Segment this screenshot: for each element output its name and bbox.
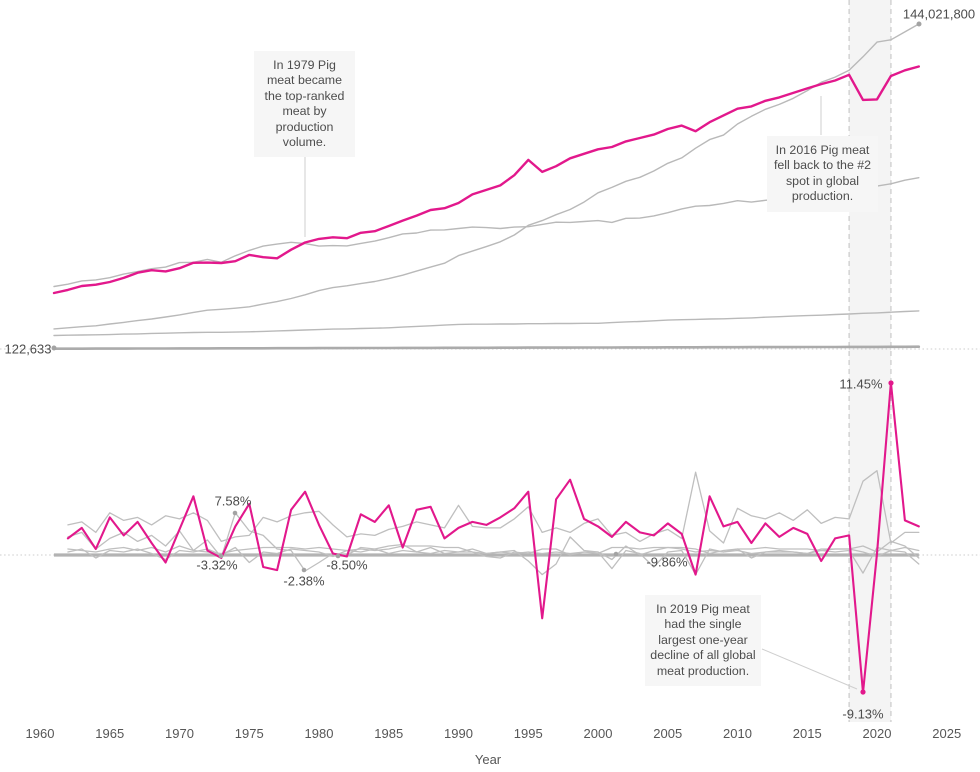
x-tick-label-1990: 1990 [444,726,473,741]
callout-label: -9.13% [842,706,884,722]
x-tick-label-1980: 1980 [304,726,334,741]
x-axis-title: Year [474,752,502,767]
bottom-series-gray_line_4_pct [67,536,920,576]
callout-dot [860,689,866,695]
top-series-gray_line_1 [53,23,920,330]
annotation-2019: In 2019 Pig meat had the single largest … [645,595,761,686]
x-tick-label-1975: 1975 [234,726,264,741]
x-tick-label-2000: 2000 [583,726,613,741]
callout-label: 11.45% [839,376,883,392]
callout-dot [218,553,224,559]
callout-label: -3.32% [196,557,238,573]
bottom-series-gray_line_1_pct [67,470,920,544]
top-series-gray_line_3 [53,310,920,337]
annotation-1979-text: In 1979 Pig meat became the top-ranked m… [264,58,345,149]
endpoint-dot [51,345,57,351]
x-tick-label-2010: 2010 [723,726,752,741]
x-tick-label-1970: 1970 [165,726,194,741]
annotation-2016: In 2016 Pig meat fell back to the #2 spo… [767,136,878,212]
top-series-gray_line_4_flat [52,345,921,351]
callout-label: -2.38% [283,573,325,589]
callout-dot [613,551,619,557]
x-tick-label-1960: 1960 [25,726,55,741]
endpoint-label: 122,633 [4,341,52,357]
x-tick-label-2020: 2020 [862,726,892,741]
callout-dot [301,567,307,573]
callout-dot [335,553,341,559]
x-tick-label-1995: 1995 [513,726,543,741]
callout-label: -9.86% [646,554,688,570]
annotation-2019-text: In 2019 Pig meat had the single largest … [650,602,756,678]
x-tick-label-2015: 2015 [792,726,822,741]
x-tick-label-2005: 2005 [653,726,683,741]
bottom-series-pig_meat_pct [66,381,920,694]
bottom-series-gray_line_2_pct [67,512,920,572]
x-tick-label-1985: 1985 [374,726,404,741]
callout-label: -8.50% [326,557,368,573]
top-series-pig_meat [52,65,920,295]
annotation-2019-leader [761,648,858,690]
callout-label: 7.58% [214,493,252,509]
highlight-band [849,0,891,722]
x-tick-label-1965: 1965 [95,726,125,741]
callout-dot [888,380,894,386]
annotation-1979: In 1979 Pig meat became the top-ranked m… [254,51,355,158]
callout-dot [232,510,238,516]
x-tick-label-2025: 2025 [932,726,962,741]
endpoint-dot [916,21,922,27]
annotation-2016-text: In 2016 Pig meat fell back to the #2 spo… [773,143,872,204]
endpoint-label: 144,021,800 [902,6,976,22]
